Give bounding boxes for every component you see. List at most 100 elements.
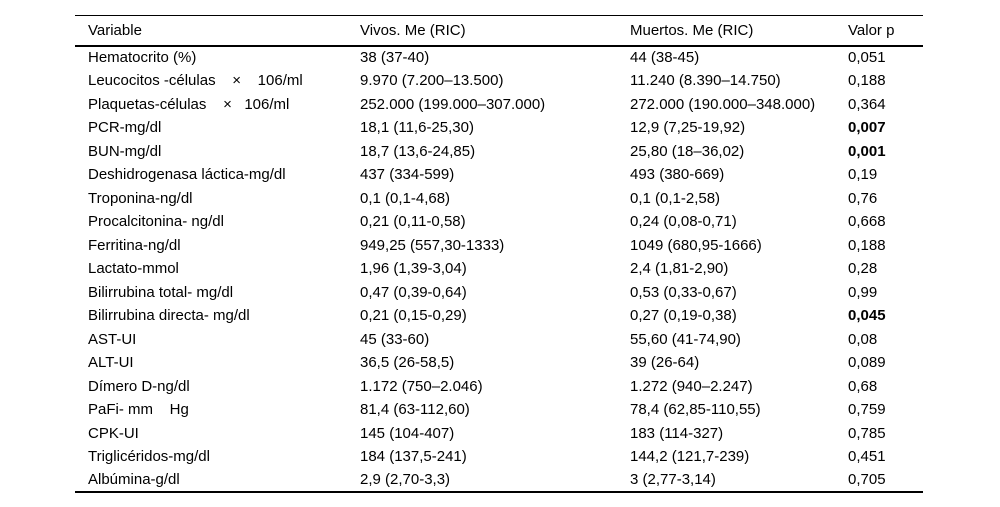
variable-cell: Troponina-ng/dl xyxy=(88,189,193,207)
table-row: Ferritina-ng/dl 949,25 (557,30-1333) 1049 … xyxy=(75,234,923,258)
muertos-cell: 78,4 (62,85-110,55) xyxy=(630,401,761,419)
valor-p-cell: 0,08 xyxy=(848,330,878,348)
muertos-cell: 144,2 (121,7-239) xyxy=(630,448,750,466)
vivos-cell: 1.172 (750–2.046) xyxy=(360,377,483,395)
vivos-cell: 437 (334-599) xyxy=(360,166,455,184)
valor-p-cell: 0,007 xyxy=(848,119,886,137)
variable-cell: Procalcitonina- ng/dl xyxy=(88,213,224,231)
table-row: Albúmina-g/dl 2,9 (2,70-3,3) 3 (2,77-3,14)… xyxy=(75,468,923,493)
muertos-cell: 1049 (680,95-1666) xyxy=(630,236,762,254)
muertos-cell: 272.000 (190.000–348.000) xyxy=(630,95,816,113)
table-row: Bilirrubina total- mg/dl 0,47 (0,39-0,64)… xyxy=(75,281,923,305)
variable-cell: Bilirrubina total- mg/dl xyxy=(88,283,234,301)
valor-p-cell: 0,705 xyxy=(848,468,923,493)
vivos-cell: 2,9 (2,70-3,3) xyxy=(360,468,630,493)
muertos-cell: 25,80 (18–36,02) xyxy=(630,142,745,160)
table-row: Deshidrogenasa láctica-mg/dl 437 (334-599… xyxy=(75,163,923,187)
table-row: BUN-mg/dl 18,7 (13,6-24,85) 25,80 (18–36,0… xyxy=(75,140,923,164)
muertos-cell: 11.240 (8.390–14.750) xyxy=(630,72,781,90)
variable-cell: Bilirrubina directa- mg/dl xyxy=(88,307,250,325)
valor-p-cell: 0,089 xyxy=(848,354,886,372)
variable-cell: Albúmina-g/dl xyxy=(75,468,360,493)
vivos-cell: 18,1 (11,6-25,30) xyxy=(360,119,474,137)
column-header-vivos: Vivos. Me (RIC) xyxy=(360,15,630,47)
table-row: Troponina-ng/dl 0,1 (0,1-4,68) 0,1 (0,1-2,… xyxy=(75,187,923,211)
table-row: Plaquetas-células × 106/ml 252.000 (199.0… xyxy=(75,93,923,117)
valor-p-cell: 0,364 xyxy=(848,95,886,113)
muertos-cell: 0,53 (0,33-0,67) xyxy=(630,283,737,301)
table-header: Variable Vivos. Me (RIC) Muertos. Me (RI… xyxy=(75,15,923,47)
valor-p-cell: 0,051 xyxy=(848,49,886,67)
variable-cell: Dímero D-ng/dl xyxy=(88,377,190,395)
valor-p-cell: 0,001 xyxy=(848,142,886,160)
variable-cell: Triglicéridos-mg/dl xyxy=(88,448,210,466)
muertos-cell: 2,4 (1,81-2,90) xyxy=(630,260,729,278)
variable-cell: Hematocrito (%) xyxy=(88,49,197,67)
vivos-cell: 0,21 (0,11-0,58) xyxy=(360,213,466,231)
column-header-variable: Variable xyxy=(75,15,360,47)
variable-cell: Deshidrogenasa láctica-mg/dl xyxy=(88,166,286,184)
vivos-cell: 18,7 (13,6-24,85) xyxy=(360,142,476,160)
column-header-valor-p: Valor p xyxy=(848,15,923,47)
valor-p-cell: 0,99 xyxy=(848,283,878,301)
muertos-cell: 0,27 (0,19-0,38) xyxy=(630,307,737,325)
table-row: Lactato-mmol 1,96 (1,39-3,04) 2,4 (1,81-2,… xyxy=(75,257,923,281)
vivos-cell: 949,25 (557,30-1333) xyxy=(360,236,505,254)
vivos-cell: 0,1 (0,1-4,68) xyxy=(360,189,451,207)
variable-cell: PaFi- mm Hg xyxy=(88,401,189,419)
valor-p-cell: 0,785 xyxy=(848,424,886,442)
variable-cell: BUN-mg/dl xyxy=(88,142,162,160)
valor-p-cell: 0,451 xyxy=(848,448,886,466)
muertos-cell: 39 (26-64) xyxy=(630,354,700,372)
variable-cell: Lactato-mmol xyxy=(88,260,179,278)
vivos-cell: 36,5 (26-58,5) xyxy=(360,354,455,372)
valor-p-cell: 0,76 xyxy=(848,189,878,207)
valor-p-cell: 0,19 xyxy=(848,166,878,184)
table-row: Triglicéridos-mg/dl 184 (137,5-241) 144,2 … xyxy=(75,445,923,469)
muertos-cell: 12,9 (7,25-19,92) xyxy=(630,119,746,137)
variable-cell: Plaquetas-células × 106/ml xyxy=(88,95,290,113)
vivos-cell: 1,96 (1,39-3,04) xyxy=(360,260,467,278)
valor-p-cell: 0,188 xyxy=(848,236,886,254)
muertos-cell: 3 (2,77-3,14) xyxy=(630,468,848,493)
valor-p-cell: 0,188 xyxy=(848,72,886,90)
table-row: Dímero D-ng/dl 1.172 (750–2.046) 1.272 (94… xyxy=(75,375,923,399)
vivos-cell: 252.000 (199.000–307.000) xyxy=(360,95,546,113)
header-row: Variable Vivos. Me (RIC) Muertos. Me (RI… xyxy=(75,15,923,47)
vivos-cell: 0,47 (0,39-0,64) xyxy=(360,283,467,301)
muertos-cell: 0,24 (0,08-0,71) xyxy=(630,213,737,231)
table-row: ALT-UI 36,5 (26-58,5) 39 (26-64) 0,089 xyxy=(75,351,923,375)
vivos-cell: 45 (33-60) xyxy=(360,330,430,348)
muertos-cell: 1.272 (940–2.247) xyxy=(630,377,753,395)
table-row: PaFi- mm Hg 81,4 (63-112,60) 78,4 (62,85-1… xyxy=(75,398,923,422)
muertos-cell: 44 (38-45) xyxy=(630,49,700,67)
valor-p-cell: 0,28 xyxy=(848,260,878,278)
variable-cell: CPK-UI xyxy=(88,424,139,442)
vivos-cell: 9.970 (7.200–13.500) xyxy=(360,72,504,90)
valor-p-cell: 0,68 xyxy=(848,377,878,395)
vivos-cell: 38 (37-40) xyxy=(360,49,430,67)
table-row: CPK-UI 145 (104-407) 183 (114-327) 0,785 xyxy=(75,422,923,446)
variable-cell: PCR-mg/dl xyxy=(88,119,162,137)
vivos-cell: 184 (137,5-241) xyxy=(360,448,467,466)
muertos-cell: 183 (114-327) xyxy=(630,424,724,442)
results-table: Variable Vivos. Me (RIC) Muertos. Me (RI… xyxy=(75,15,923,493)
valor-p-cell: 0,045 xyxy=(848,307,886,325)
variable-cell: Ferritina-ng/dl xyxy=(88,236,181,254)
table-body: Hematocrito (%) 38 (37-40) 44 (38-45) 0,051… xyxy=(75,46,923,493)
muertos-cell: 493 (380-669) xyxy=(630,166,725,184)
muertos-cell: 55,60 (41-74,90) xyxy=(630,330,741,348)
table-row: Hematocrito (%) 38 (37-40) 44 (38-45) 0,051 xyxy=(75,46,923,70)
vivos-cell: 81,4 (63-112,60) xyxy=(360,401,470,419)
valor-p-cell: 0,668 xyxy=(848,213,886,231)
valor-p-cell: 0,759 xyxy=(848,401,886,419)
variable-cell: ALT-UI xyxy=(88,354,134,372)
variable-cell: AST-UI xyxy=(88,330,137,348)
table-row: Leucocitos -células × 106/ml 9.970 (7.200… xyxy=(75,69,923,93)
column-header-muertos: Muertos. Me (RIC) xyxy=(630,15,848,47)
table-row: AST-UI 45 (33-60) 55,60 (41-74,90) 0,08 xyxy=(75,328,923,352)
table-row: Procalcitonina- ng/dl 0,21 (0,11-0,58) 0,2… xyxy=(75,210,923,234)
variable-cell: Leucocitos -células × 106/ml xyxy=(88,72,303,90)
results-table-container: Variable Vivos. Me (RIC) Muertos. Me (RI… xyxy=(75,15,923,493)
